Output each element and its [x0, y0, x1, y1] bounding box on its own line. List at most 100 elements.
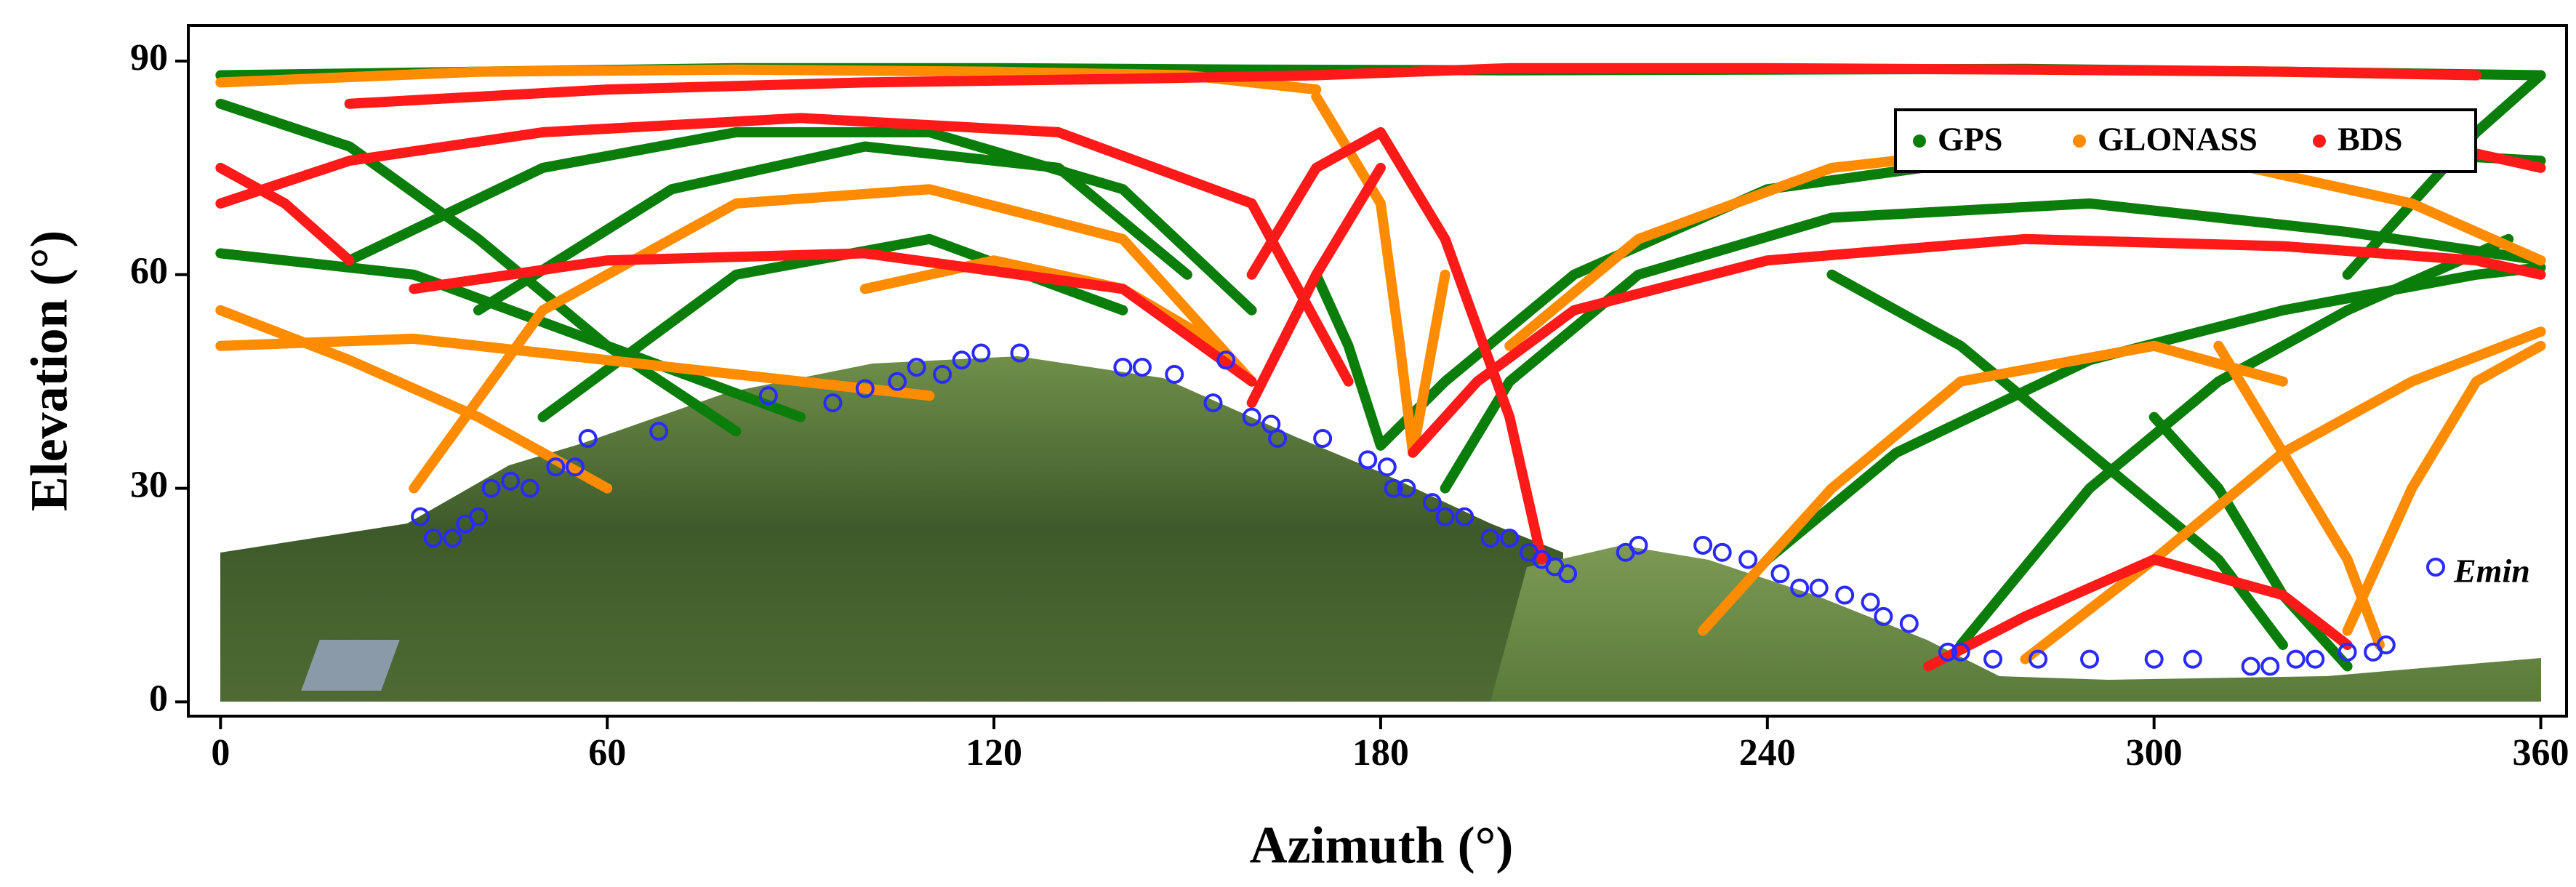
emin-point: [1455, 507, 1474, 526]
emin-point: [1010, 343, 1030, 363]
satellite-track: [1246, 162, 1386, 409]
emin-point: [952, 350, 971, 370]
x-tick-label: 120: [966, 732, 1022, 774]
y-tick-label: 90: [130, 37, 168, 79]
emin-point: [468, 507, 488, 526]
x-tick-label: 240: [1739, 732, 1796, 774]
x-tick-label: 300: [2126, 732, 2183, 774]
emin-point: [1165, 364, 1184, 384]
satellite-track: [344, 127, 1257, 316]
emin-point: [933, 364, 952, 384]
emin-point: [1770, 564, 1790, 584]
emin-point: [546, 457, 566, 477]
emin-point: [1358, 450, 1378, 470]
legend-marker: [2313, 135, 2326, 148]
emin-point: [1629, 535, 1648, 555]
satellite-track: [215, 305, 613, 494]
emin-point: [2144, 649, 2164, 669]
x-tick-label: 180: [1352, 732, 1409, 774]
emin-point: [1268, 429, 1288, 449]
emin-point: [1435, 507, 1455, 526]
emin-point: [1500, 529, 1520, 548]
emin-point: [1384, 478, 1403, 498]
emin-point: [1132, 358, 1152, 377]
emin-point: [888, 372, 907, 391]
emin-point: [2306, 649, 2325, 669]
emin-point: [1983, 649, 2003, 669]
emin-point: [1203, 393, 1223, 413]
emin-point: [1377, 457, 1397, 477]
emin-point: [1951, 642, 1970, 662]
emin-point: [1216, 350, 1236, 370]
emin-point: [823, 393, 843, 413]
plot-frame: [187, 24, 2568, 718]
emin-point: [2376, 635, 2396, 655]
legend-marker: [1913, 135, 1926, 148]
satellite-track: [1246, 127, 1547, 565]
emin-point: [1242, 407, 1261, 427]
emin-point: [855, 379, 875, 398]
emin-point: [2241, 657, 2260, 676]
plot-area: [215, 63, 2546, 676]
emin-point: [1480, 529, 1500, 548]
satellite-track: [2342, 340, 2546, 636]
emin-point: [2338, 642, 2357, 662]
emin-point: [501, 471, 521, 491]
emin-point: [758, 386, 778, 406]
satellite-track: [473, 141, 1192, 316]
legend-marker: [2426, 558, 2445, 577]
emin-point: [649, 422, 669, 441]
emin-point: [2183, 649, 2202, 669]
emin-point: [1422, 493, 1442, 513]
emin-point: [907, 358, 926, 377]
emin-point: [1113, 358, 1133, 377]
legend-marker: [2073, 135, 2086, 148]
emin-point: [411, 507, 430, 526]
satellite-track: [1955, 233, 2514, 651]
emin-point: [1790, 578, 1810, 598]
satellite-track: [215, 98, 742, 437]
satellite-track: [2213, 340, 2385, 651]
satellite-track: [409, 248, 1257, 387]
legend-label: GPS: [1938, 121, 2002, 158]
photo-background: [220, 356, 2541, 702]
emin-point: [423, 529, 443, 548]
emin-point: [1558, 564, 1578, 584]
x-tick-label: 360: [2513, 732, 2569, 774]
emin-point: [443, 529, 462, 548]
satellite-track: [215, 162, 355, 266]
satellite-track: [1440, 198, 2546, 494]
emin-point: [2080, 649, 2100, 669]
emin-point: [2029, 649, 2048, 669]
emin-point: [1938, 642, 1958, 662]
satellite-track: [215, 113, 1354, 387]
emin-point: [1874, 606, 1893, 626]
emin-point: [971, 343, 991, 363]
y-axis-label: Elevation (°): [20, 230, 79, 512]
emin-point: [1712, 542, 1732, 562]
legend-label: BDS: [2338, 121, 2402, 158]
y-tick-label: 0: [149, 678, 168, 719]
emin-point: [1835, 585, 1855, 605]
satellite-track: [344, 63, 2481, 109]
y-tick-label: 30: [130, 465, 168, 506]
satellite-track: [1698, 340, 2288, 636]
x-tick-label: 60: [588, 732, 626, 774]
y-tick-label: 60: [130, 251, 168, 292]
legend: GPS GLONASS BDS Emin: [1894, 108, 2530, 590]
legend-label: Emin: [2453, 553, 2530, 590]
satellite-track: [409, 184, 1225, 494]
emin-point: [1738, 550, 1758, 569]
emin-point: [565, 457, 585, 477]
emin-point: [578, 429, 598, 449]
emin-point: [1809, 578, 1829, 598]
satellite-track: [1408, 233, 2546, 458]
emin-point: [481, 478, 501, 498]
emin-point: [520, 478, 539, 498]
emin-point: [1313, 429, 1333, 449]
satellite-track: [1762, 262, 2546, 565]
legend-box: [1894, 108, 2477, 173]
emin-point: [2260, 657, 2280, 676]
emin-point: [2286, 649, 2306, 669]
